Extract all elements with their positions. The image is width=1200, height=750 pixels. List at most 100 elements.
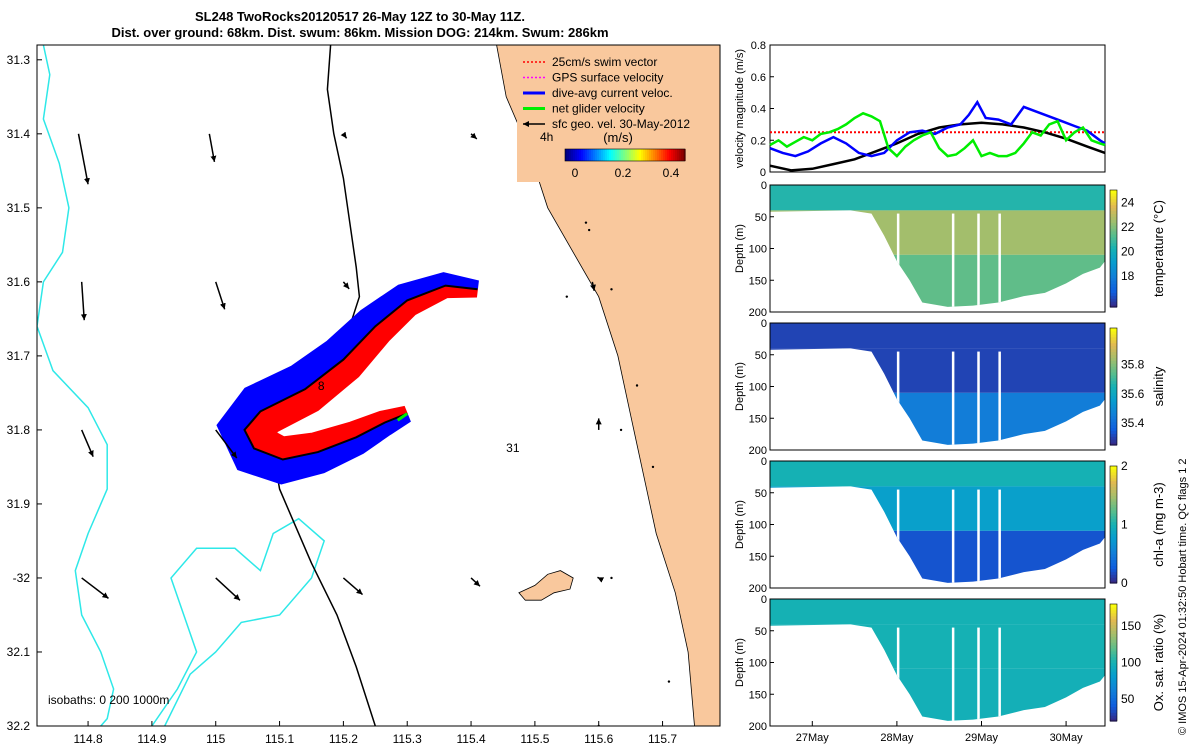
colorbar-label-0: temperature (°C) <box>1151 200 1166 297</box>
section-ytick-label-2-4: 200 <box>749 583 767 595</box>
map-xtick-label-0: 114.8 <box>73 732 102 746</box>
colorbar-cell-0 <box>1110 195 1117 200</box>
colorbar-cell-0 <box>1110 216 1117 220</box>
colorbar-cell-2 <box>1110 539 1117 543</box>
time-tick-label-0: 27May <box>796 732 830 744</box>
section-ylabel-3: Depth (m) <box>734 638 746 687</box>
colorbar-cell-2 <box>1110 506 1117 511</box>
map-ytick-label-3: 31.6 <box>7 275 31 289</box>
section-gap-2-1 <box>951 489 955 583</box>
map-xtick-label-6: 115.4 <box>456 732 485 746</box>
legend-colorbar-cell <box>659 149 662 161</box>
colorbar-cell-1 <box>1110 383 1117 388</box>
colorbar-cell-2 <box>1110 489 1117 493</box>
colorbar-cell-0 <box>1110 280 1117 285</box>
legend-label-3: net glider velocity <box>552 102 645 116</box>
islet-3 <box>565 295 569 298</box>
velocity-series-2 <box>769 99 1106 158</box>
map-xtick-label-1: 114.9 <box>137 732 166 746</box>
legend-colorbar-cell <box>617 149 620 161</box>
legend-colorbar-cell <box>607 149 610 161</box>
legend-colorbar-cell <box>631 149 634 161</box>
colorbar-cell-2 <box>1110 512 1117 517</box>
map-xtick-label-9: 115.7 <box>648 732 677 746</box>
map-ytick-label-1: 31.4 <box>7 127 31 141</box>
colorbar-cell-2 <box>1110 501 1117 505</box>
geo-vector-11 <box>470 132 478 140</box>
colorbar-cell-3 <box>1110 715 1117 719</box>
colorbar-cell-2 <box>1110 571 1117 575</box>
colorbar-cell-1 <box>1110 427 1117 431</box>
isobath-1000m <box>37 45 115 726</box>
section-ytick-label-3-0: 0 <box>761 594 767 606</box>
colorbar-cell-1 <box>1110 371 1117 376</box>
islet-0 <box>584 221 588 224</box>
map-ytick-label-0: 31.3 <box>7 53 31 67</box>
colorbar-cell-0 <box>1110 204 1117 209</box>
map-xtick-label-2: 115 <box>206 732 225 746</box>
colorbar-tick-label-0-2: 22 <box>1121 220 1135 234</box>
colorbar-tick-label-2-0: 0 <box>1121 576 1128 590</box>
geo-vector-8 <box>340 131 348 139</box>
section-band-2-0 <box>770 461 1105 487</box>
legend-colorbar-cell <box>657 149 660 161</box>
colorbar-cell-0 <box>1110 295 1117 299</box>
map-frame <box>36 44 721 727</box>
colorbar-cell-2 <box>1110 518 1117 523</box>
colorbar-cell-3 <box>1110 647 1117 652</box>
colorbar-cell-1 <box>1110 442 1117 446</box>
section-ytick-label-1-1: 50 <box>755 350 767 362</box>
colorbar-cell-0 <box>1110 292 1117 296</box>
section-ylabel-0: Depth (m) <box>734 224 746 273</box>
legend-colorbar-cell <box>663 149 666 161</box>
map-plot-area: 31 8 isobaths: 0 200 1000m 25cm/s swim vect… <box>37 45 720 726</box>
colorbar-tick-label-1-2: 35.8 <box>1121 358 1145 372</box>
colorbar-cell-3 <box>1110 674 1117 678</box>
colorbar-cell-1 <box>1110 398 1117 402</box>
legend-colorbar-cell <box>669 149 672 161</box>
legend-colorbar-cell <box>633 149 636 161</box>
colorbar-cell-3 <box>1110 609 1117 614</box>
colorbar-cell-1 <box>1110 357 1117 361</box>
colorbar-cell-0 <box>1110 228 1117 232</box>
colorbar-cell-3 <box>1110 709 1117 713</box>
time-tick-label-2: 29May <box>965 732 999 744</box>
colorbar-cell-3 <box>1110 636 1117 640</box>
colorbar-cell-2 <box>1110 474 1117 479</box>
legend-colorbar-cell <box>591 149 594 161</box>
colorbar-cell-2 <box>1110 544 1117 549</box>
islet-9 <box>619 428 623 432</box>
legend-colorbar-cell <box>581 149 584 161</box>
island <box>518 570 574 601</box>
velocity-series-1 <box>769 121 1106 172</box>
colorbar-cell-0 <box>1110 201 1117 206</box>
velocity-ytick-label-0: 0 <box>760 167 766 179</box>
legend-colorbar-cell <box>615 149 618 161</box>
colorbar-cell-1 <box>1110 374 1117 379</box>
colorbar-cell-1 <box>1110 401 1117 405</box>
colorbar-cell-3 <box>1110 700 1117 705</box>
colorbar-cell-3 <box>1110 630 1117 634</box>
legend-colorbar-cell <box>645 149 648 161</box>
legend-colorbar-cell <box>609 149 612 161</box>
section-band-1-0 <box>770 323 1105 349</box>
legend-colorbar-tick-0: 0 <box>572 166 579 180</box>
colorbar-tick-label-1-0: 35.4 <box>1121 416 1145 430</box>
colorbar-cell-0 <box>1110 251 1117 255</box>
colorbar-cell-2 <box>1110 480 1117 485</box>
colorbar-cell-0 <box>1110 236 1117 241</box>
legend-colorbar-cell <box>599 149 602 161</box>
legend-colorbar-cell <box>647 149 650 161</box>
legend-colorbar-cell <box>629 149 632 161</box>
colorbar-cell-1 <box>1110 386 1117 391</box>
islet-4 <box>651 465 655 469</box>
colorbar-cell-2 <box>1110 533 1117 537</box>
legend-colorbar-tick-2: 0.4 <box>663 166 680 180</box>
colorbar-cell-3 <box>1110 677 1117 681</box>
colorbar-cell-0 <box>1110 213 1117 217</box>
colorbar-cell-1 <box>1110 395 1117 399</box>
colorbar-cell-2 <box>1110 468 1117 473</box>
section-ytick-label-2-3: 150 <box>749 551 767 563</box>
colorbar-cell-2 <box>1110 477 1117 482</box>
colorbar-cell-0 <box>1110 222 1117 226</box>
